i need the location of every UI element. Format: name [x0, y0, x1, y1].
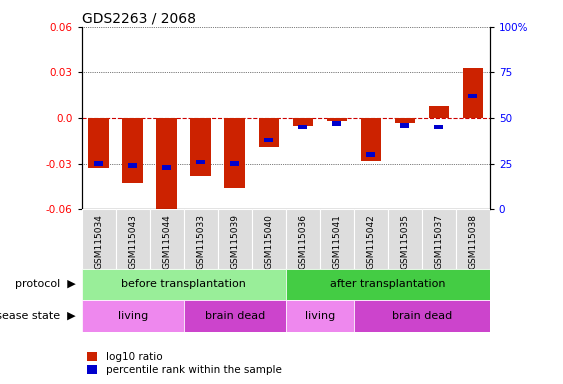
Bar [468, 94, 477, 98]
FancyBboxPatch shape [150, 209, 184, 269]
Text: GSM115043: GSM115043 [128, 214, 137, 269]
FancyBboxPatch shape [388, 209, 422, 269]
FancyBboxPatch shape [115, 209, 150, 269]
Text: living: living [118, 311, 148, 321]
Bar [285, 269, 490, 300]
Text: GDS2263 / 2068: GDS2263 / 2068 [82, 12, 195, 26]
Bar [285, 300, 354, 332]
Text: after transplantation: after transplantation [330, 279, 445, 289]
Bar [327, 118, 347, 121]
Bar [94, 161, 103, 166]
Bar [184, 300, 285, 332]
Text: GSM115044: GSM115044 [162, 214, 171, 269]
Bar [366, 152, 376, 157]
Text: disease state  ▶: disease state ▶ [0, 311, 76, 321]
Bar [463, 68, 483, 118]
Bar [400, 123, 409, 127]
FancyBboxPatch shape [422, 209, 456, 269]
Bar [82, 269, 285, 300]
Bar [230, 161, 239, 166]
Bar [395, 118, 415, 122]
Bar [332, 121, 341, 126]
Text: before transplantation: before transplantation [121, 279, 246, 289]
Text: living: living [305, 311, 335, 321]
Bar [128, 163, 137, 168]
Text: GSM115034: GSM115034 [94, 214, 103, 269]
Bar [298, 125, 307, 129]
Bar [190, 118, 211, 176]
FancyBboxPatch shape [320, 209, 354, 269]
FancyBboxPatch shape [354, 209, 388, 269]
Bar [196, 160, 205, 164]
Text: GSM115036: GSM115036 [298, 214, 307, 269]
Bar [225, 118, 245, 188]
Bar [162, 165, 171, 170]
Bar [354, 300, 490, 332]
Legend: log10 ratio, percentile rank within the sample: log10 ratio, percentile rank within the … [87, 352, 282, 375]
FancyBboxPatch shape [285, 209, 320, 269]
Bar [293, 118, 313, 126]
Text: GSM115038: GSM115038 [468, 214, 477, 269]
Text: brain dead: brain dead [392, 311, 452, 321]
Text: GSM115039: GSM115039 [230, 214, 239, 269]
Bar [434, 125, 444, 129]
Text: GSM115042: GSM115042 [367, 214, 376, 269]
FancyBboxPatch shape [82, 209, 115, 269]
FancyBboxPatch shape [218, 209, 252, 269]
FancyBboxPatch shape [456, 209, 490, 269]
Bar [157, 118, 177, 211]
Bar [258, 118, 279, 147]
Bar [88, 118, 109, 168]
Text: GSM115033: GSM115033 [196, 214, 205, 269]
Bar [123, 118, 143, 184]
FancyBboxPatch shape [252, 209, 285, 269]
Bar [360, 118, 381, 161]
Text: GSM115037: GSM115037 [434, 214, 443, 269]
Bar [82, 300, 184, 332]
FancyBboxPatch shape [184, 209, 218, 269]
Bar [264, 138, 273, 142]
Text: GSM115041: GSM115041 [332, 214, 341, 269]
Text: GSM115040: GSM115040 [264, 214, 273, 269]
Bar [428, 106, 449, 118]
Text: brain dead: brain dead [204, 311, 265, 321]
Text: GSM115035: GSM115035 [400, 214, 409, 269]
Text: protocol  ▶: protocol ▶ [15, 279, 76, 289]
